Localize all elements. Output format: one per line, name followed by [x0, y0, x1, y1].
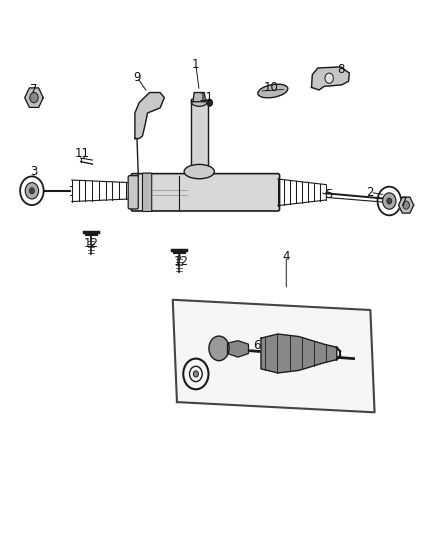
Text: 7: 7	[400, 196, 408, 209]
Ellipse shape	[191, 97, 207, 107]
Circle shape	[207, 99, 213, 107]
Circle shape	[29, 188, 35, 194]
Circle shape	[193, 371, 198, 377]
Polygon shape	[399, 197, 413, 213]
Polygon shape	[227, 341, 248, 357]
Text: 4: 4	[283, 250, 290, 263]
FancyBboxPatch shape	[131, 174, 279, 211]
Text: 12: 12	[173, 255, 189, 268]
Text: 5: 5	[325, 188, 332, 201]
Polygon shape	[135, 93, 164, 139]
Circle shape	[382, 193, 396, 209]
FancyBboxPatch shape	[128, 176, 138, 209]
Polygon shape	[173, 300, 374, 413]
Text: 2: 2	[367, 186, 374, 199]
Text: 3: 3	[30, 165, 38, 179]
Polygon shape	[25, 88, 43, 107]
Polygon shape	[191, 99, 208, 172]
Ellipse shape	[184, 164, 214, 179]
Text: 1: 1	[192, 58, 200, 71]
Ellipse shape	[258, 84, 288, 98]
Text: 10: 10	[264, 81, 279, 94]
Polygon shape	[193, 93, 205, 102]
Circle shape	[387, 198, 392, 204]
Text: 12: 12	[83, 237, 98, 250]
Polygon shape	[261, 334, 337, 373]
Polygon shape	[311, 67, 350, 90]
Circle shape	[30, 93, 38, 103]
Text: 9: 9	[133, 71, 141, 84]
Text: 7: 7	[30, 84, 38, 96]
Circle shape	[209, 336, 229, 361]
Circle shape	[403, 201, 410, 209]
FancyBboxPatch shape	[142, 173, 152, 212]
Text: 8: 8	[337, 63, 345, 76]
Circle shape	[325, 73, 333, 83]
Text: 11: 11	[75, 148, 90, 160]
Text: 11: 11	[199, 91, 214, 104]
Text: 6: 6	[253, 340, 261, 352]
Circle shape	[25, 183, 39, 199]
